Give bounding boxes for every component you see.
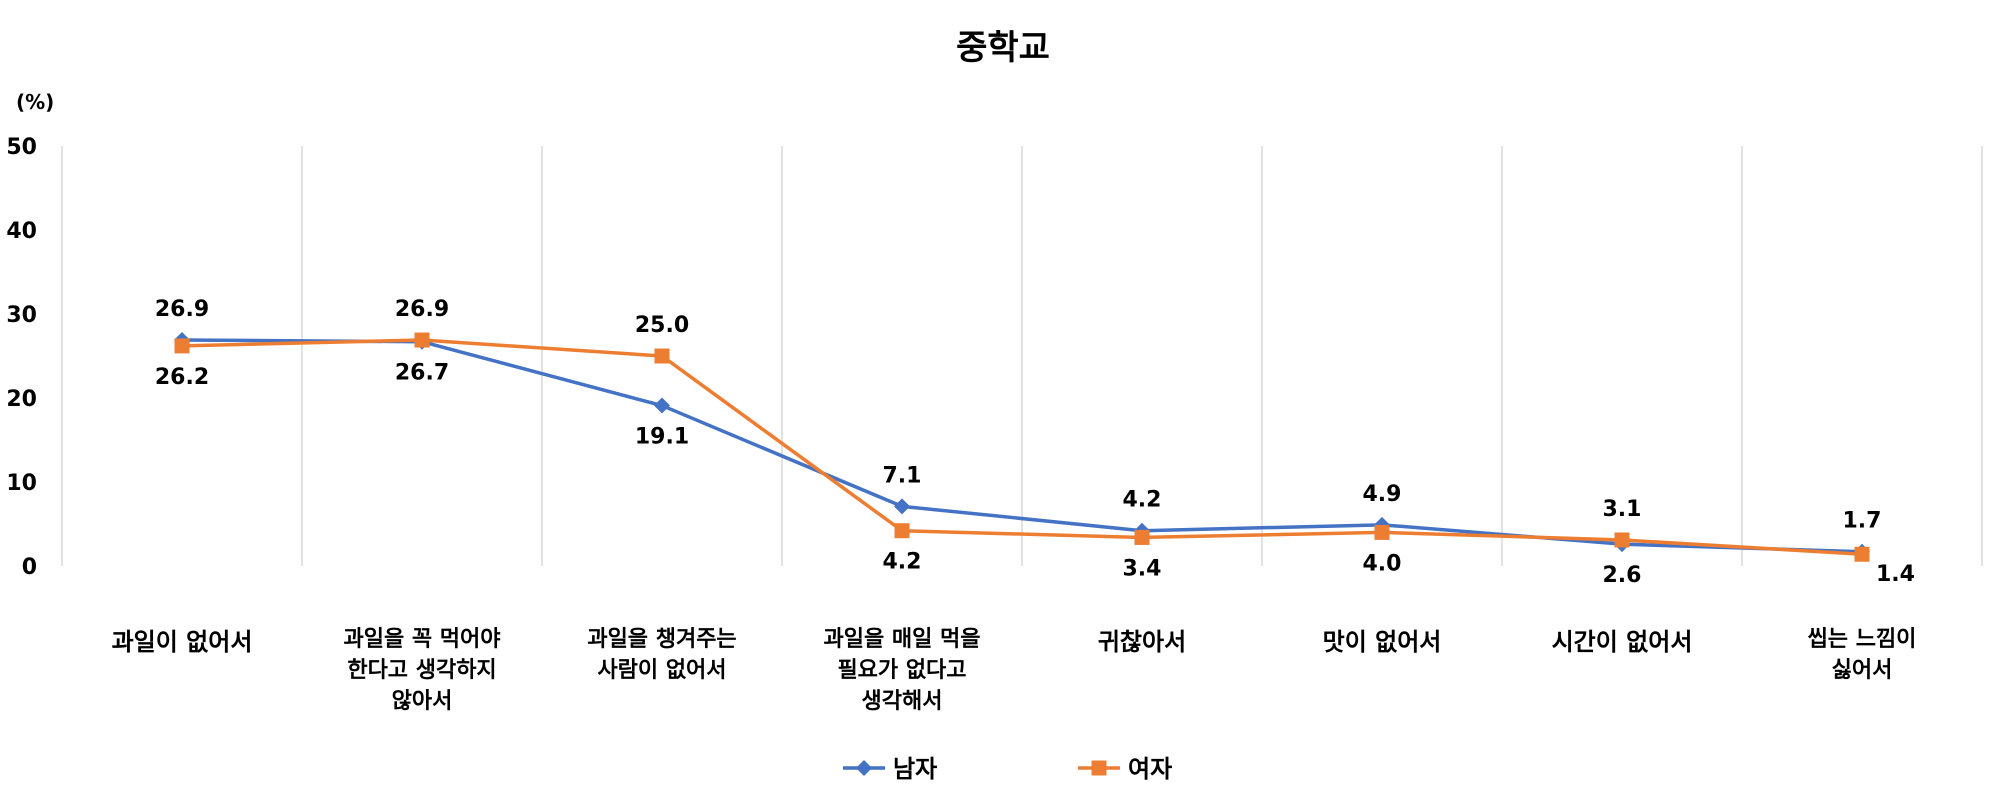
x-category-label: 과일을 매일 먹을 필요가 없다고 생각해서 <box>824 627 981 714</box>
data-labels: 26.9 26.2 26.9 26.7 25.0 19.1 7.1 4.2 4.2 3.4 4.9 4… <box>155 297 1915 588</box>
x-category-label: 맛이 없어서 <box>1323 628 1442 656</box>
data-label: 4.0 <box>1363 551 1402 576</box>
y-tick-label: 50 <box>6 135 37 160</box>
x-axis-category-labels: 과일이 없어서 과일을 꼭 먹어야 한다고 생각하지 않아서 과일을 챙겨주는 사람이 없… <box>112 627 1917 714</box>
legend: 남자 여자 <box>843 755 1172 783</box>
data-label: 1.7 <box>1843 509 1882 534</box>
data-point-marker <box>1374 524 1390 540</box>
data-label: 4.2 <box>883 550 922 575</box>
data-label: 3.4 <box>1123 556 1162 581</box>
data-point-marker <box>654 397 670 414</box>
data-label: 26.2 <box>155 365 209 390</box>
data-label: 26.9 <box>155 297 209 322</box>
y-axis-ticks: 0 10 20 30 40 50 <box>6 135 37 580</box>
data-label: 3.1 <box>1603 497 1642 522</box>
data-label: 4.2 <box>1123 488 1162 513</box>
chart-title: 중학교 <box>956 28 1050 68</box>
data-point-marker <box>174 338 190 354</box>
data-point-marker <box>654 348 670 364</box>
x-category-label: 과일을 챙겨주는 사람이 없어서 <box>587 627 736 683</box>
data-point-marker <box>1134 529 1150 545</box>
data-point-marker <box>1091 760 1107 776</box>
data-point-marker <box>894 498 910 515</box>
data-point-marker <box>894 523 910 539</box>
data-label: 1.4 <box>1876 562 1915 587</box>
y-axis-unit-label: (%) <box>16 90 54 114</box>
x-category-label: 과일이 없어서 <box>112 628 253 656</box>
y-tick-label: 30 <box>6 303 37 328</box>
x-category-label: 시간이 없어서 <box>1552 628 1693 656</box>
series-line <box>181 338 1863 554</box>
x-category-label: 과일을 꼭 먹어야 한다고 생각하지 않아서 <box>344 627 501 714</box>
y-tick-label: 0 <box>22 555 37 580</box>
data-label: 4.9 <box>1363 482 1402 507</box>
legend-label: 여자 <box>1128 755 1172 783</box>
x-category-label: 씹는 느낌이 싫어서 <box>1808 627 1917 683</box>
data-point-marker <box>1854 546 1870 562</box>
series-line <box>181 338 1863 556</box>
x-category-label: 귀찮아서 <box>1098 628 1186 656</box>
data-point-marker <box>414 332 430 348</box>
data-label: 26.7 <box>395 361 449 386</box>
data-point-marker <box>856 760 872 776</box>
legend-item-male: 남자 <box>843 755 937 783</box>
data-label: 7.1 <box>883 463 922 488</box>
legend-item-female: 여자 <box>1078 755 1172 783</box>
data-label: 25.0 <box>635 313 689 338</box>
y-tick-label: 20 <box>6 387 37 412</box>
y-tick-label: 40 <box>6 219 37 244</box>
vertical-gridlines <box>61 146 1983 566</box>
series-female <box>174 332 1870 562</box>
data-label: 19.1 <box>635 425 689 450</box>
data-label: 2.6 <box>1603 563 1642 588</box>
data-label: 26.9 <box>395 297 449 322</box>
y-tick-label: 10 <box>6 471 37 496</box>
legend-label: 남자 <box>893 755 937 783</box>
data-point-marker <box>1614 532 1630 548</box>
series-group: 26.9 26.2 26.9 26.7 25.0 19.1 7.1 4.2 4.2 3.4 4.9 4… <box>155 297 1915 588</box>
